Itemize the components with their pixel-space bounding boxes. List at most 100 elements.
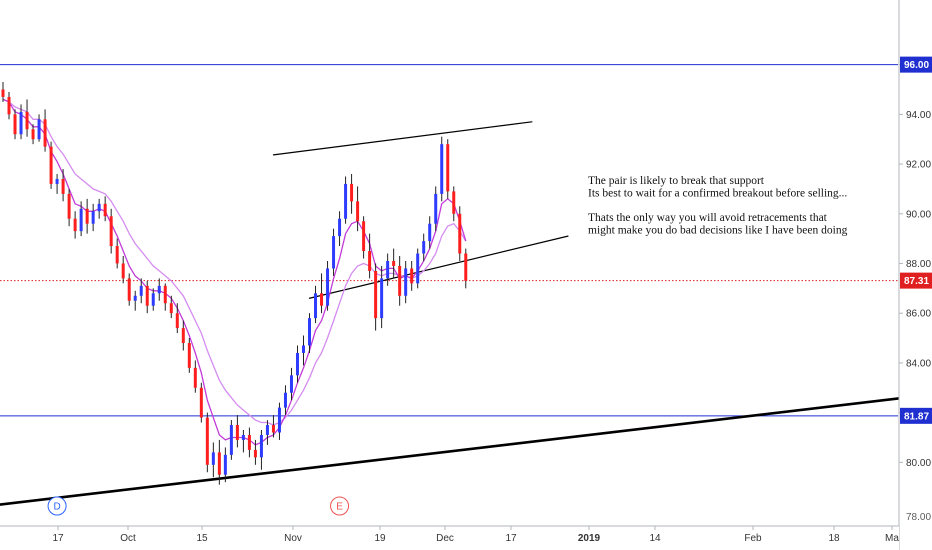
candle — [428, 216, 432, 249]
candle-body — [283, 392, 287, 408]
event-marker: E — [330, 496, 350, 516]
candle-body — [410, 268, 414, 284]
candle — [374, 263, 378, 331]
candle-body — [145, 285, 149, 306]
candle — [247, 427, 251, 458]
candle — [103, 196, 107, 222]
candle-body — [392, 260, 396, 266]
candle — [452, 186, 456, 222]
candle — [211, 442, 215, 478]
candle — [91, 203, 95, 232]
candle — [127, 273, 131, 306]
candle — [1, 82, 5, 102]
candle — [295, 345, 299, 383]
candle-body — [398, 265, 402, 296]
candle — [73, 211, 77, 239]
candle — [404, 260, 408, 304]
annotation-text-line: Its best to wait for a confirmed breakou… — [588, 187, 847, 199]
candle — [37, 114, 41, 142]
current-price-tag-label: 87.31 — [904, 276, 929, 287]
candle-body — [259, 434, 263, 458]
candle-body — [73, 218, 77, 232]
time-axis-label: 19 — [374, 533, 386, 544]
price-axis-label: 92.00 — [906, 160, 931, 171]
candle — [55, 173, 59, 194]
candle — [241, 430, 245, 453]
candle — [386, 253, 390, 286]
event-marker: D — [47, 496, 67, 516]
time-axis-label: Ma — [885, 533, 899, 544]
channel-lower-trendline — [308, 235, 569, 299]
candle — [217, 439, 221, 485]
candle-body — [97, 203, 101, 212]
candle-body — [368, 251, 372, 271]
candle-body — [67, 193, 71, 219]
long-term-support-trendline — [0, 397, 900, 506]
candle — [115, 238, 119, 269]
candle-body — [241, 434, 245, 440]
time-axis-label: Nov — [284, 533, 302, 544]
horizontal-level-tag-1-background — [900, 407, 932, 424]
candle-body — [13, 114, 17, 135]
candle — [332, 228, 336, 276]
channel-upper-trendline — [272, 121, 533, 156]
candle — [446, 139, 450, 199]
candle-body — [458, 213, 462, 254]
candle — [181, 320, 185, 351]
candle — [464, 248, 468, 289]
candle-body — [332, 236, 336, 269]
horizontal-level-tag-0: 96.00 — [900, 56, 932, 73]
candle-body — [302, 345, 305, 353]
candle-body — [235, 425, 239, 440]
candle — [157, 278, 161, 301]
candle — [458, 206, 462, 261]
candle-body — [338, 218, 342, 237]
candle — [259, 430, 263, 470]
candle-body — [37, 119, 41, 140]
candle-body — [386, 260, 390, 279]
candle-body — [265, 425, 269, 435]
candle — [289, 367, 293, 401]
candle-body — [247, 434, 251, 450]
candle-body — [127, 278, 131, 301]
candle-body — [253, 449, 257, 458]
candle-body — [61, 178, 65, 194]
time-axis-background — [0, 526, 899, 550]
candle-body — [175, 313, 179, 329]
candle — [199, 382, 203, 423]
current-price-tag: 87.31 — [900, 272, 932, 289]
candle-body — [31, 129, 35, 140]
candle-body — [91, 211, 95, 224]
candle — [79, 201, 83, 237]
annotation-text-line: The pair is likely to break that support — [588, 175, 765, 187]
candle — [43, 109, 47, 152]
candle — [344, 176, 348, 224]
candle-body — [85, 208, 89, 224]
candle — [277, 402, 281, 440]
time-axis-label: 18 — [828, 533, 840, 544]
candle-body — [320, 293, 324, 306]
candle-body — [217, 452, 221, 475]
candle — [422, 233, 426, 261]
candle-body — [19, 111, 23, 135]
candle — [235, 415, 239, 448]
candle-body — [151, 293, 155, 306]
candle-body — [163, 285, 167, 304]
candle — [265, 420, 269, 445]
candle — [368, 233, 372, 279]
candle — [85, 198, 89, 234]
time-axis-label: Oct — [120, 533, 136, 544]
horizontal-level-tag-1-label: 81.87 — [904, 411, 929, 422]
candle-body — [416, 253, 420, 284]
candle-body — [229, 425, 233, 455]
price-axis-label: 80.00 — [906, 458, 931, 469]
candle-body — [193, 367, 197, 388]
candle-body — [181, 328, 185, 344]
candle-body — [55, 178, 59, 184]
candle — [392, 248, 396, 279]
candle — [193, 360, 197, 393]
candle — [283, 385, 287, 416]
horizontal-level-tag-0-label: 96.00 — [904, 60, 929, 71]
